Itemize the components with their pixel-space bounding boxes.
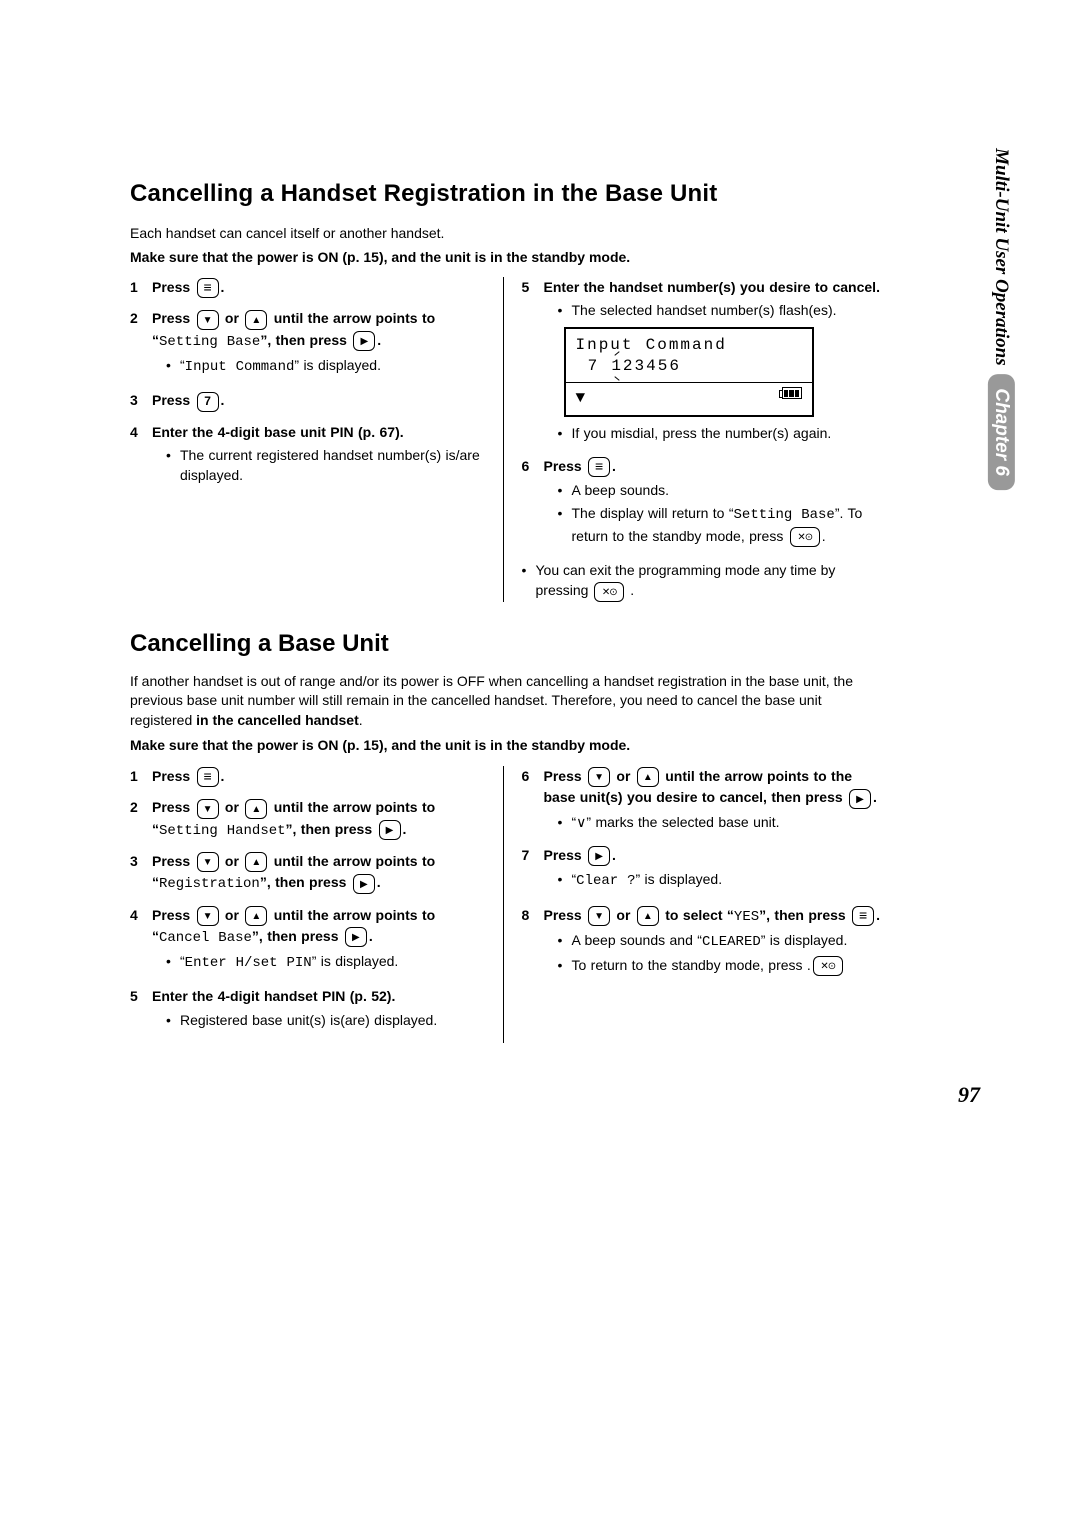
up-icon bbox=[245, 906, 267, 926]
power-icon bbox=[790, 527, 820, 547]
step-6: 6 Press or until the arrow points to the… bbox=[522, 766, 881, 835]
step-3: 3 Press . bbox=[130, 390, 489, 411]
right-icon bbox=[849, 789, 871, 809]
step-8: 8 Press or to select “YES”, then press .… bbox=[522, 905, 881, 980]
up-icon bbox=[637, 906, 659, 926]
antenna-icon bbox=[576, 387, 586, 410]
step-2: 2 Press or until the arrow points to “Se… bbox=[130, 797, 489, 841]
page-number: 97 bbox=[958, 1082, 980, 1108]
step-sub: •The current registered handset number(s… bbox=[166, 445, 489, 486]
up-icon bbox=[245, 310, 267, 330]
section1-intro: Each handset can cancel itself or anothe… bbox=[130, 224, 880, 244]
section1-intro-bold: Make sure that the power is ON (p. 15), … bbox=[130, 248, 880, 268]
section2-col-left: 1 Press . 2 Press or until the arrow poi… bbox=[130, 766, 504, 1043]
step-sub: •The selected handset number(s) flash(es… bbox=[558, 300, 881, 320]
up-icon bbox=[245, 852, 267, 872]
section2-col-right: 6 Press or until the arrow points to the… bbox=[522, 766, 881, 1043]
down-icon bbox=[588, 767, 610, 787]
seven-icon bbox=[197, 392, 219, 412]
section1-col-right: 5 Enter the handset number(s) you desire… bbox=[522, 277, 881, 601]
section2-columns: 1 Press . 2 Press or until the arrow poi… bbox=[130, 766, 880, 1043]
step-sub: •To return to the standby mode, press . bbox=[558, 955, 881, 976]
down-icon bbox=[197, 852, 219, 872]
right-icon bbox=[353, 874, 375, 894]
up-icon bbox=[637, 767, 659, 787]
step-sub: •“Input Command” is displayed. bbox=[166, 355, 489, 377]
step-2: 2 Press or until the arrow points to “Se… bbox=[130, 308, 489, 380]
power-icon bbox=[813, 956, 843, 976]
step-sub: •If you misdial, press the number(s) aga… bbox=[558, 423, 881, 443]
right-icon bbox=[379, 820, 401, 840]
step-7: 7 Press .•“Clear ?” is displayed. bbox=[522, 845, 881, 895]
up-icon bbox=[245, 799, 267, 819]
step-6: 6 Press .•A beep sounds.•The display wil… bbox=[522, 456, 881, 550]
section1-columns: 1 Press . 2 Press or until the arrow poi… bbox=[130, 277, 880, 601]
step-4: 4 Enter the 4-digit base unit PIN (p. 67… bbox=[130, 422, 489, 489]
right-icon bbox=[345, 927, 367, 947]
step-sub: •A beep sounds. bbox=[558, 480, 881, 500]
step-sub: •Registered base unit(s) is(are) display… bbox=[166, 1010, 489, 1030]
down-icon bbox=[588, 906, 610, 926]
down-icon bbox=[197, 799, 219, 819]
step-5: 5 Enter the 4-digit handset PIN (p. 52).… bbox=[130, 986, 489, 1033]
section1-footer: • You can exit the programming mode any … bbox=[522, 560, 881, 602]
step-1: 1 Press . bbox=[130, 277, 489, 298]
section1-title: Cancelling a Handset Registration in the… bbox=[130, 180, 880, 208]
power-icon bbox=[594, 582, 624, 602]
section2-title: Cancelling a Base Unit bbox=[130, 630, 880, 658]
down-icon bbox=[197, 310, 219, 330]
menu-icon bbox=[852, 906, 874, 926]
menu-icon bbox=[588, 457, 610, 477]
menu-icon bbox=[197, 767, 219, 787]
step-sub: •A beep sounds and “CLEARED” is displaye… bbox=[558, 930, 881, 952]
down-icon bbox=[197, 906, 219, 926]
step-4: 4 Press or until the arrow points to “Ca… bbox=[130, 905, 489, 977]
step-sub: •“Clear ?” is displayed. bbox=[558, 869, 881, 891]
section1-col-left: 1 Press . 2 Press or until the arrow poi… bbox=[130, 277, 504, 601]
side-tab-text: Multi-Unit User Operations bbox=[991, 148, 1012, 365]
right-icon bbox=[353, 331, 375, 351]
section2-intro-bold-inline: in the cancelled handset bbox=[196, 712, 359, 728]
footer-text-end: . bbox=[630, 582, 634, 598]
side-tab-chapter: Chapter 6 bbox=[988, 374, 1015, 490]
section2-intro-post: . bbox=[359, 712, 363, 728]
step-3: 3 Press or until the arrow points to “Re… bbox=[130, 851, 489, 895]
section2-intro-bold: Make sure that the power is ON (p. 15), … bbox=[130, 736, 880, 756]
footer-text: You can exit the programming mode any ti… bbox=[536, 562, 836, 598]
battery-icon bbox=[782, 387, 802, 399]
step-1: 1 Press . bbox=[130, 766, 489, 787]
menu-icon bbox=[197, 278, 219, 298]
side-tab: Multi-Unit User Operations Chapter 6 bbox=[990, 148, 1012, 490]
right-icon bbox=[588, 846, 610, 866]
step-sub: •The display will return to “Setting Bas… bbox=[558, 503, 881, 547]
step-sub: •“∨” marks the selected base unit. bbox=[558, 812, 881, 832]
step-sub: •“Enter H/set PIN” is displayed. bbox=[166, 951, 489, 973]
lcd-display: Input Command 7 123456 bbox=[564, 327, 814, 417]
step-5: 5 Enter the handset number(s) you desire… bbox=[522, 277, 881, 446]
page-content: Cancelling a Handset Registration in the… bbox=[130, 180, 880, 1043]
section2-intro: If another handset is out of range and/o… bbox=[130, 672, 880, 731]
